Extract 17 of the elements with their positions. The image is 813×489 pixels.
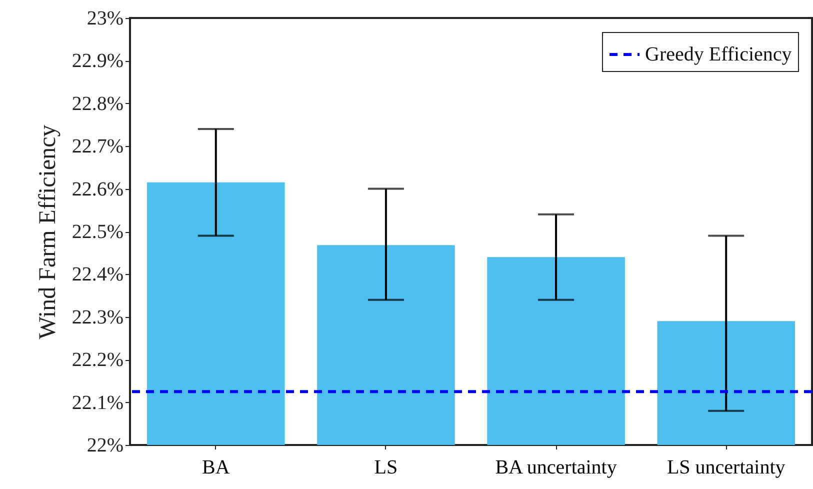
y-tick-label: 22.3%: [72, 306, 124, 328]
x-tick-label: BA uncertainty: [495, 456, 617, 478]
y-axis-title: Wind Farm Efficiency: [34, 124, 61, 340]
legend-label: Greedy Efficiency: [645, 44, 792, 66]
y-tick-label: 22.8%: [72, 92, 124, 115]
y-tick-label: 22.1%: [72, 392, 124, 414]
y-tick-label: 23%: [86, 8, 124, 30]
y-tick-label: 22.2%: [72, 349, 124, 372]
y-tick-label: 22.9%: [72, 50, 124, 72]
y-tick-label: 22.7%: [72, 136, 124, 158]
x-tick-label: LS: [374, 456, 398, 478]
y-tick-label: 22.6%: [72, 178, 124, 200]
x-tick-label: BA: [202, 456, 230, 478]
y-tick-label: 22.4%: [72, 264, 124, 286]
x-tick-label: LS uncertainty: [666, 456, 786, 478]
y-tick-label: 22.5%: [72, 221, 124, 243]
y-tick-label: 22%: [86, 434, 124, 456]
